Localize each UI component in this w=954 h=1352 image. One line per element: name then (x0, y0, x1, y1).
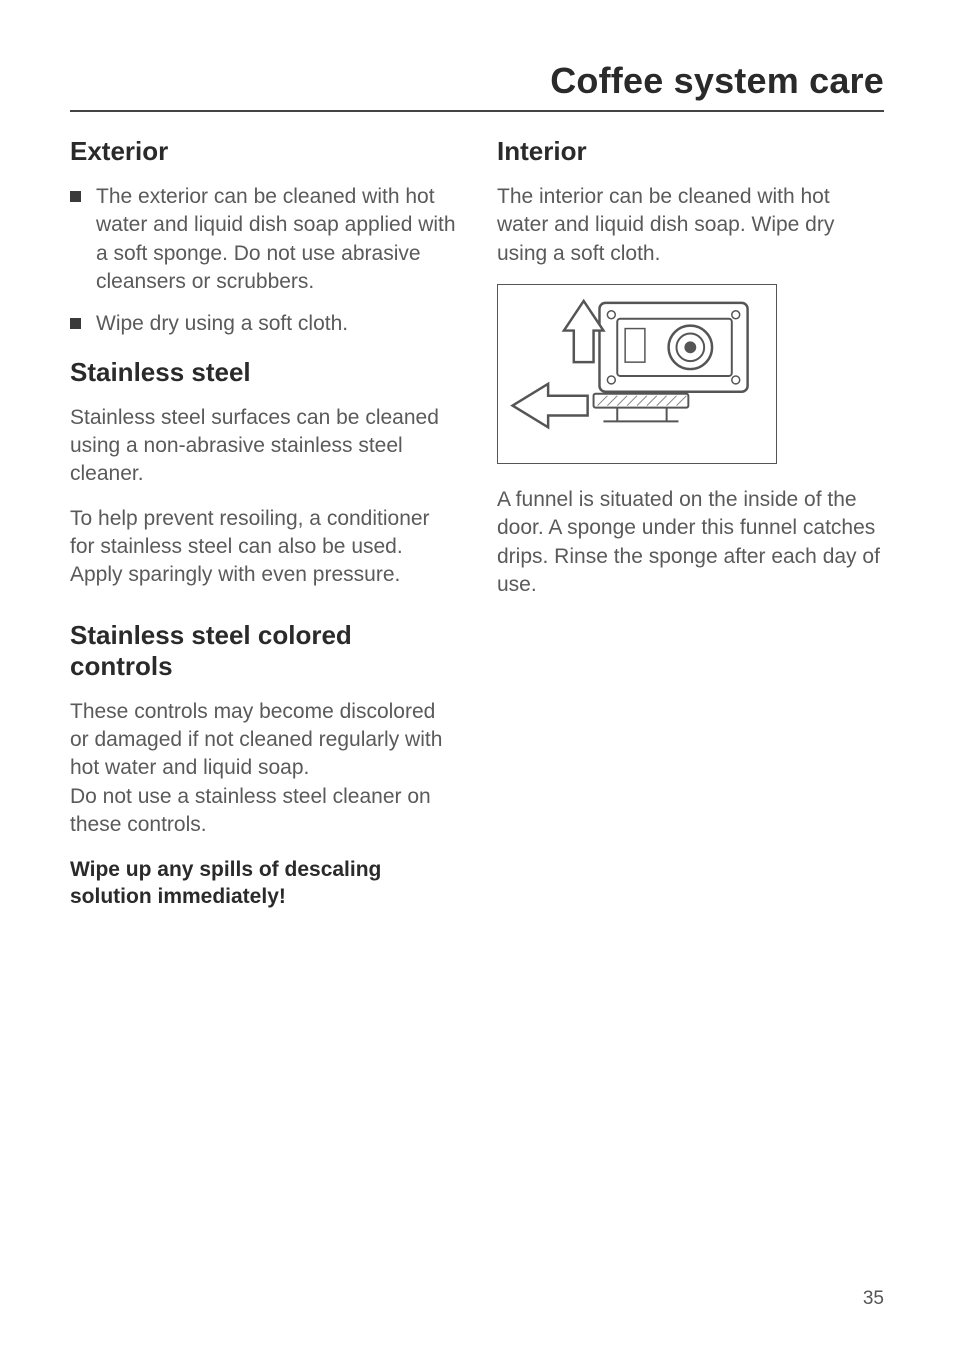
page-container: Coffee system care Exterior The exterior… (0, 0, 954, 1352)
title-rule (70, 110, 884, 112)
interior-heading: Interior (497, 136, 884, 167)
diagram-svg (508, 295, 766, 453)
exterior-bullet-1: The exterior can be cleaned with hot wat… (70, 183, 457, 296)
interior-diagram (497, 284, 777, 464)
exterior-bullet-2: Wipe dry using a soft cloth. (70, 310, 457, 338)
page-title: Coffee system care (70, 60, 884, 102)
controls-p1: These controls may become discolored or … (70, 698, 457, 840)
interior-p2: A funnel is situated on the inside of th… (497, 486, 884, 599)
page-number: 35 (863, 1288, 884, 1310)
stainless-p2: To help prevent resoiling, a conditioner… (70, 505, 457, 590)
stainless-p1: Stainless steel surfaces can be cleaned … (70, 404, 457, 489)
controls-bold: Wipe up any spills of descaling solution… (70, 856, 457, 911)
interior-p1: The interior can be cleaned with hot wat… (497, 183, 884, 268)
left-column: Exterior The exterior can be cleaned wit… (70, 136, 457, 910)
right-column: Interior The interior can be cleaned wit… (497, 136, 884, 910)
controls-heading: Stainless steel colored controls (70, 620, 457, 682)
stainless-heading: Stainless steel (70, 357, 457, 388)
exterior-heading: Exterior (70, 136, 457, 167)
exterior-bullets: The exterior can be cleaned with hot wat… (70, 183, 457, 339)
two-column-layout: Exterior The exterior can be cleaned wit… (70, 136, 884, 910)
